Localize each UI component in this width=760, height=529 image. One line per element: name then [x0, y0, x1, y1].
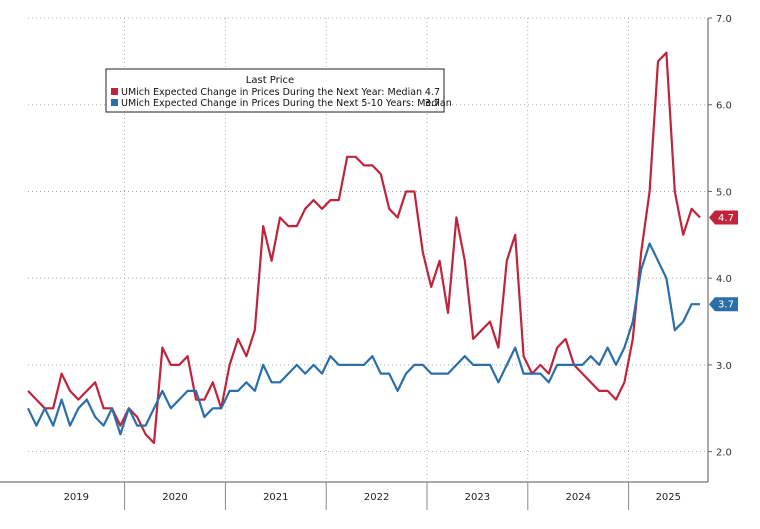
legend-value-5to10yr: 3.7: [425, 98, 440, 109]
legend-title: Last Price: [246, 75, 294, 86]
y-tick-label: 5.0: [716, 187, 732, 198]
legend-swatch-1yr: [111, 88, 118, 95]
year-label: 2024: [565, 492, 590, 503]
year-label: 2023: [465, 492, 490, 503]
series-line-5to10yr: [27, 242, 700, 436]
legend-box: [105, 68, 445, 113]
legend: Last Price UMich Expected Change in Pric…: [105, 68, 452, 113]
plot-frame: [0, 18, 709, 483]
last-value-tag: 4.7: [709, 210, 738, 225]
legend-label-1yr: UMich Expected Change in Prices During t…: [121, 87, 422, 98]
y-tick-label: 2.0: [716, 448, 732, 459]
last-value-tag: 3.7: [709, 297, 738, 312]
series-lines: [27, 51, 701, 445]
year-label: 2019: [64, 492, 89, 503]
y-axis: 2.0 3.0 4.0 5.0 6.0 7.0: [708, 14, 732, 459]
legend-swatch-5to10yr: [111, 99, 118, 106]
x-axis: 2019 2020 2021 2022 2023 2024 2025: [64, 482, 681, 510]
year-label: 2022: [364, 492, 389, 503]
last-value-tag-bg: [709, 297, 738, 312]
legend-label-5to10yr: UMich Expected Change in Prices During t…: [121, 98, 452, 109]
year-label: 2020: [162, 492, 187, 503]
y-tick-label: 3.0: [716, 361, 732, 372]
y-tick-label: 6.0: [716, 101, 732, 112]
last-value-text: 3.7: [718, 300, 734, 311]
legend-value-1yr: 4.7: [425, 87, 440, 98]
last-value-labels: 4.7 3.7: [709, 210, 738, 312]
y-tick-label: 4.0: [716, 274, 732, 285]
last-value-text: 4.7: [718, 213, 734, 224]
last-value-tag-bg: [709, 210, 738, 225]
year-label: 2025: [656, 492, 681, 503]
y-tick-label: 7.0: [716, 14, 732, 25]
year-label: 2021: [263, 492, 288, 503]
series-line-1yr: [27, 51, 701, 445]
